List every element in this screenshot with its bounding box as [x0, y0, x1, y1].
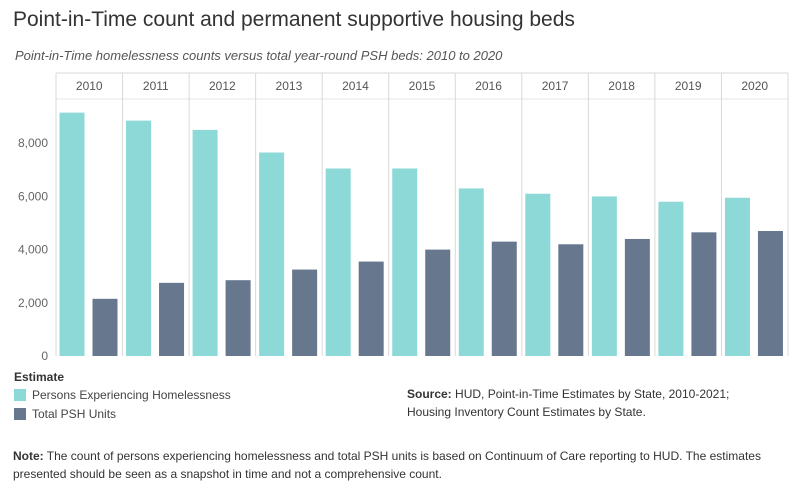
category-header: 2010: [76, 79, 103, 93]
bar-psh-units: [691, 232, 717, 356]
bar-homelessness: [658, 201, 684, 356]
y-tick-label: 8,000: [18, 136, 48, 150]
bar-homelessness: [724, 197, 750, 356]
bar-homelessness: [392, 168, 418, 356]
bar-psh-units: [558, 244, 584, 356]
y-tick-label: 6,000: [18, 189, 48, 203]
bar-homelessness: [325, 168, 351, 356]
y-tick-label: 0: [41, 349, 48, 363]
y-tick-label: 4,000: [18, 243, 48, 257]
bar-chart: 0 2,000 4,000 6,000 8,000 2010 2011 2012 2013 201…: [18, 72, 789, 363]
bar-psh-units: [159, 282, 185, 356]
note-text: The count of persons experiencing homele…: [13, 449, 761, 481]
bar-psh-units: [292, 269, 318, 356]
source-note: Source: HUD, Point-in-Time Estimates by …: [407, 385, 729, 421]
source-label: Source:: [407, 387, 452, 401]
bar-homelessness: [126, 120, 152, 356]
note-label: Note:: [13, 449, 44, 463]
bar-psh-units: [757, 230, 783, 356]
bar-homelessness: [458, 188, 484, 356]
bar-homelessness: [192, 129, 218, 356]
legend-label-psh: Total PSH Units: [32, 407, 117, 421]
bar-homelessness: [59, 112, 85, 356]
bar-homelessness: [259, 152, 285, 356]
bar-psh-units: [358, 261, 384, 356]
source-line-1: HUD, Point-in-Time Estimates by State, 2…: [451, 387, 730, 401]
bar-homelessness: [591, 196, 617, 356]
legend-item-psh[interactable]: Total PSH Units: [14, 407, 116, 421]
legend-title: Estimate: [14, 370, 65, 384]
bar-homelessness: [525, 193, 551, 356]
category-header: 2014: [342, 79, 369, 93]
bar-psh-units: [225, 280, 251, 356]
footnote: Note: The count of persons experiencing …: [13, 447, 783, 483]
category-header: 2012: [209, 79, 236, 93]
legend-swatch-homelessness: [14, 389, 26, 401]
bar-psh-units: [491, 241, 517, 356]
legend-item-homelessness[interactable]: Persons Experiencing Homelessness: [14, 388, 231, 402]
category-header: 2017: [542, 79, 569, 93]
bar-psh-units: [624, 238, 650, 356]
chart-title: Point-in-Time count and permanent suppor…: [13, 8, 575, 31]
category-header: 2011: [143, 79, 169, 93]
bar-psh-units: [425, 249, 451, 356]
category-header: 2013: [276, 79, 303, 93]
legend-label-homelessness: Persons Experiencing Homelessness: [32, 388, 231, 402]
category-header: 2018: [608, 79, 635, 93]
category-header: 2016: [475, 79, 502, 93]
legend-swatch-psh: [14, 408, 26, 420]
y-tick-label: 2,000: [18, 296, 48, 310]
category-header: 2015: [409, 79, 436, 93]
chart-subtitle: Point-in-Time homelessness counts versus…: [15, 48, 503, 63]
category-header: 2020: [741, 79, 768, 93]
bar-psh-units: [92, 298, 118, 356]
source-line-2: Housing Inventory Count Estimates by Sta…: [407, 405, 646, 419]
category-header: 2019: [675, 79, 702, 93]
